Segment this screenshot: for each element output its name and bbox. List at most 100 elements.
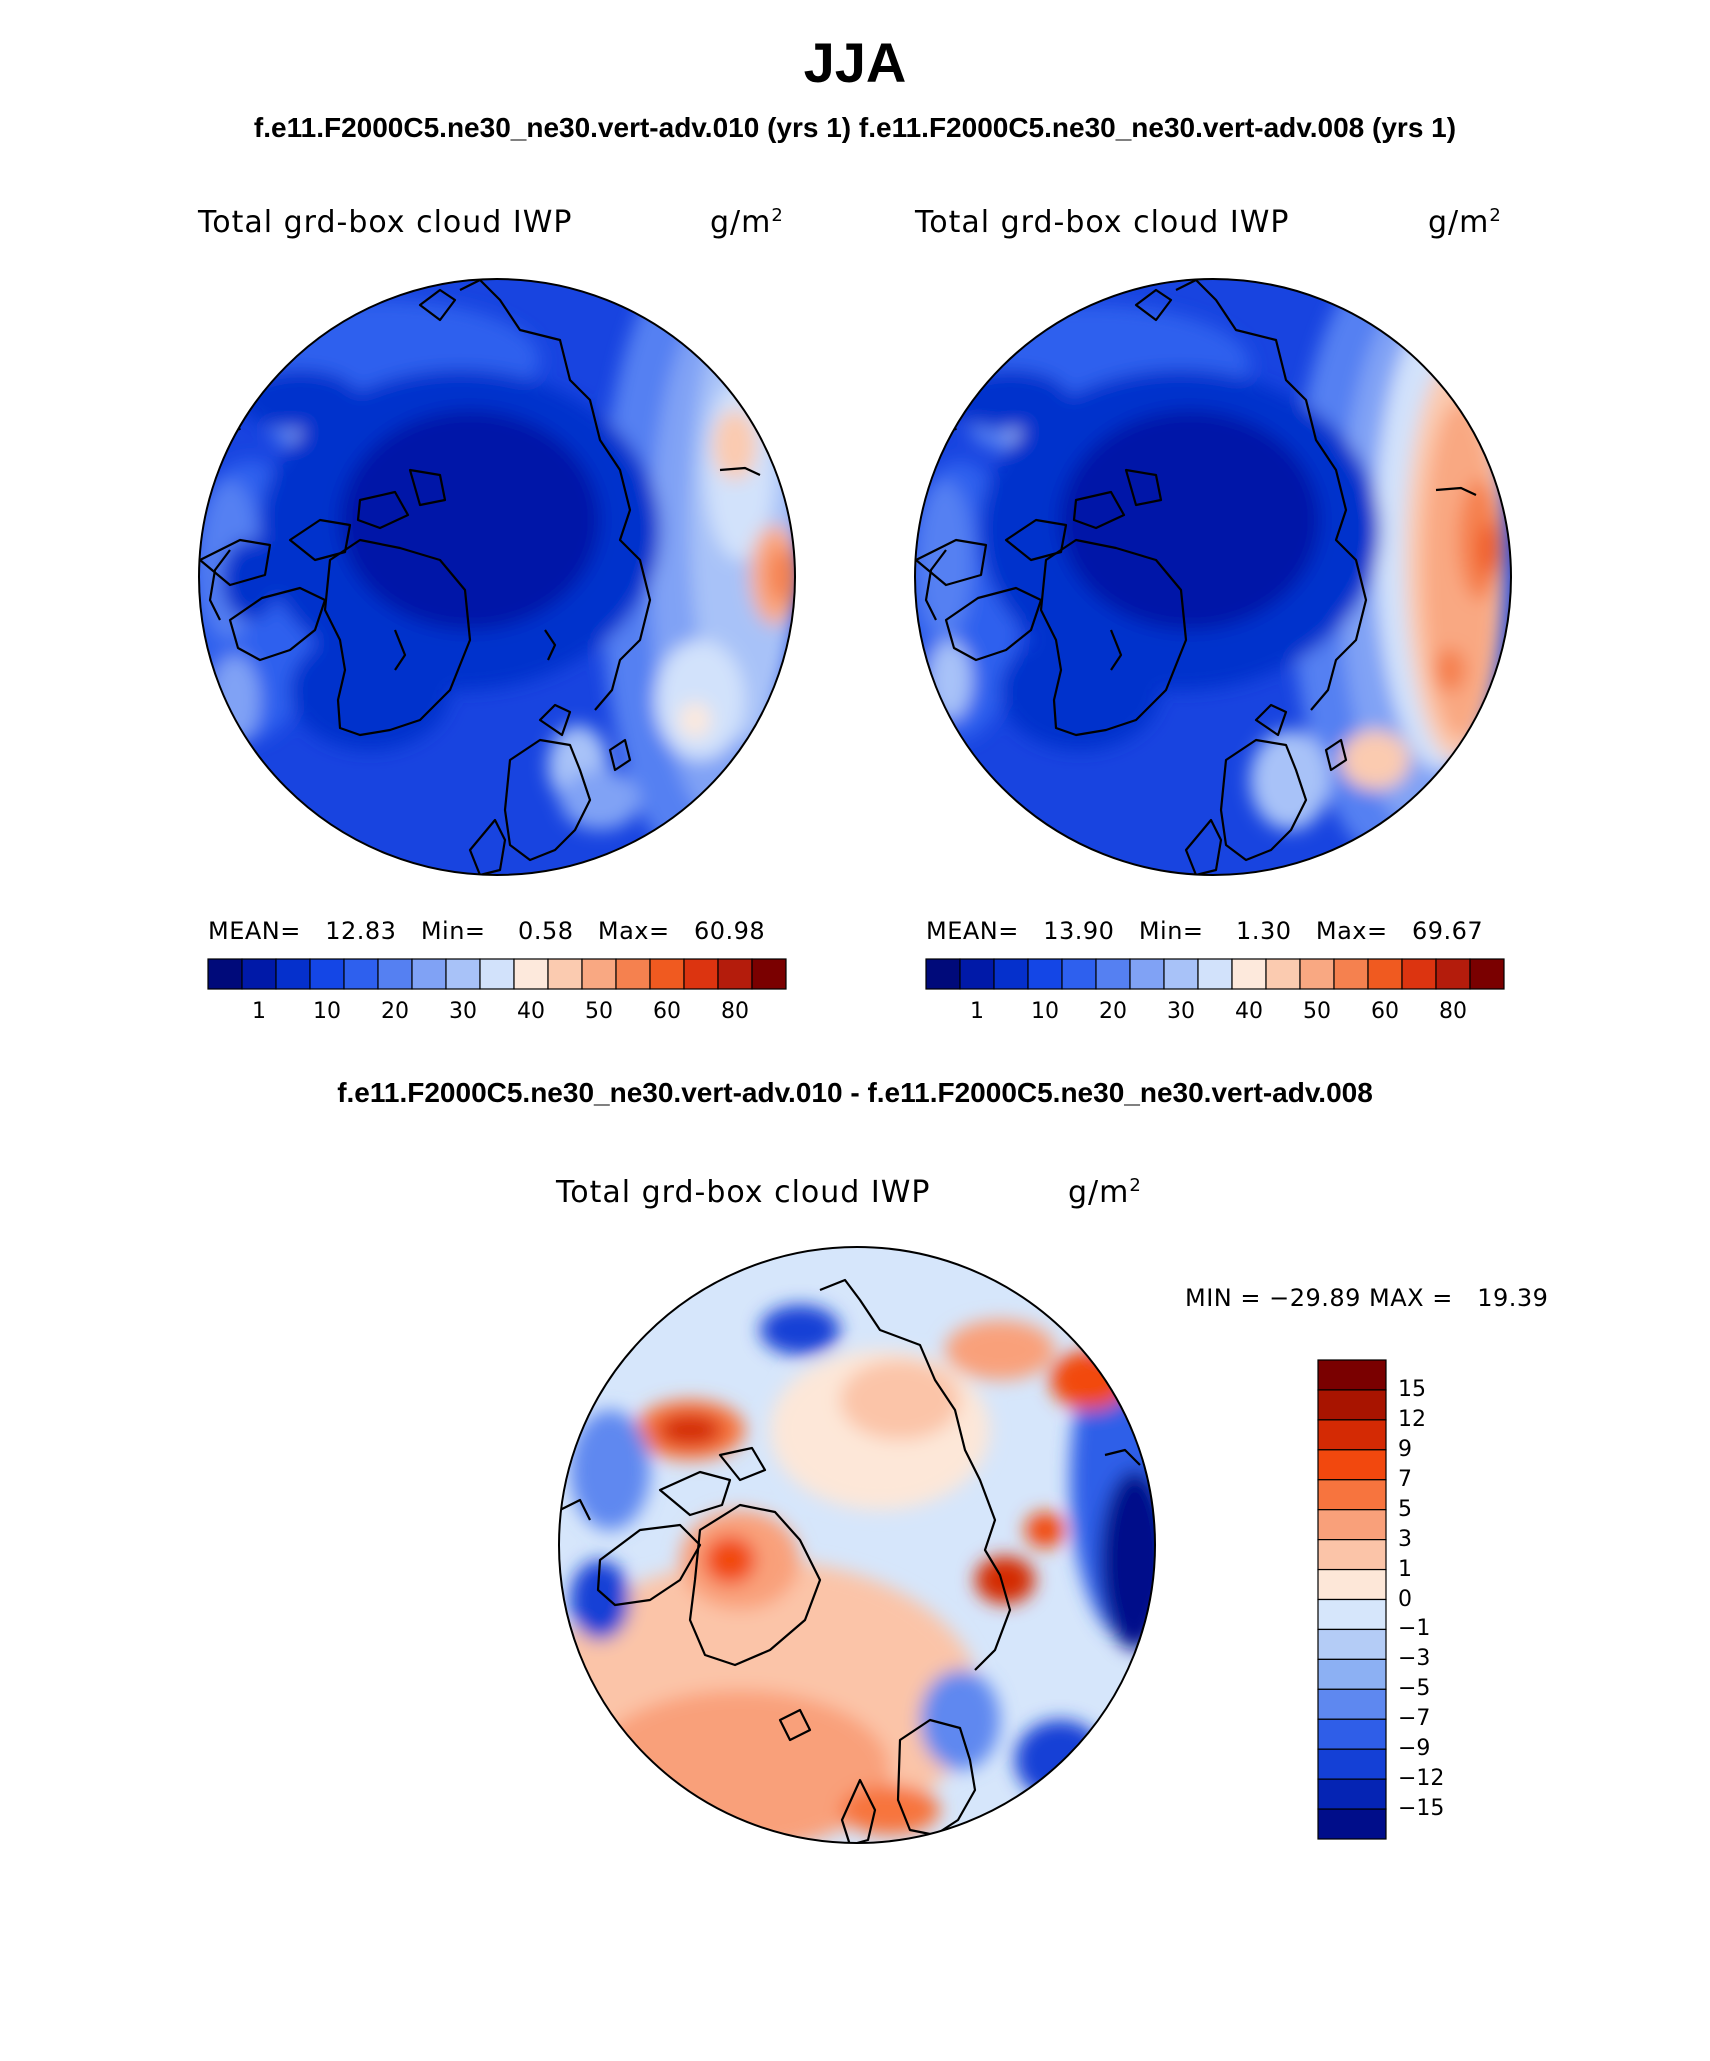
panel2-colorbar-tick-label: 80 (1439, 999, 1467, 1024)
panel1-colorbar-tick-label: 40 (517, 999, 545, 1024)
diff-colorbar-tick-label: 12 (1398, 1406, 1426, 1432)
diff-colorbar-swatch-11 (1317, 1688, 1387, 1720)
panel2-colorbar-tick-label: 10 (1031, 999, 1059, 1024)
panel1-colorbar-tick-label: 50 (585, 999, 613, 1024)
diff-colorbar-tick-label: −7 (1398, 1706, 1431, 1732)
panel2-colorbar-swatch-5 (1095, 958, 1131, 990)
diff-colorbar-tick-label: 1 (1398, 1556, 1412, 1582)
diff-colorbar-swatch-12 (1317, 1718, 1387, 1750)
panel1-colorbar-swatch-13 (649, 958, 685, 990)
diff-panel-stats: MIN = −29.89 MAX = 19.39 (1185, 1284, 1549, 1312)
diff-colorbar-tick-label: −3 (1398, 1646, 1431, 1672)
panel1-colorbar-swatch-6 (411, 958, 447, 990)
diff-colorbar-tick-label: 3 (1398, 1526, 1412, 1552)
diff-colorbar-tick-label: −1 (1398, 1616, 1431, 1642)
page-title: JJA (803, 31, 907, 94)
panel2-colorbar-tick-label: 30 (1167, 999, 1195, 1024)
diff-colorbar-tick-label: 7 (1398, 1466, 1412, 1492)
panel2-colorbar-tick-label: 60 (1371, 999, 1399, 1024)
panel2-stats: MEAN= 13.90 Min= 1.30 Max= 69.67 (926, 917, 1484, 945)
comparison-subtitle: f.e11.F2000C5.ne30_ne30.vert-adv.010 (yr… (253, 112, 1457, 143)
panel1-colorbar-swatch-7 (445, 958, 481, 990)
panel2-colorbar-swatch-1 (959, 958, 995, 990)
panel2-colorbar-swatch-0 (925, 958, 961, 990)
panel2-colorbar-swatch-13 (1367, 958, 1403, 990)
panel2-colorbar-swatch-12 (1333, 958, 1369, 990)
panel2-units: g/m2 (1428, 205, 1502, 240)
diff-colorbar-tick-label: −9 (1398, 1736, 1431, 1762)
panel2-colorbar (925, 958, 1505, 990)
diff-panel-title: Total grd-box cloud IWP (556, 1175, 931, 1210)
panel1-colorbar-swatch-1 (241, 958, 277, 990)
panel1-colorbar-swatch-10 (547, 958, 583, 990)
diff-colorbar-swatch-8 (1317, 1598, 1387, 1631)
panel2-colorbar-swatch-14 (1401, 958, 1437, 990)
panel2-colorbar-swatch-4 (1061, 958, 1097, 990)
map-panel1 (198, 278, 796, 876)
panel1-colorbar-swatch-9 (513, 958, 549, 990)
diff-colorbar-tick-label: −12 (1398, 1766, 1445, 1792)
panel2-colorbar-swatch-9 (1231, 958, 1267, 990)
panel1-colorbar-tick-label: 10 (313, 999, 341, 1024)
diff-colorbar-swatch-9 (1317, 1628, 1387, 1660)
diff-colorbar-tick-label: −15 (1398, 1796, 1445, 1822)
panel2-colorbar-swatch-2 (993, 958, 1029, 990)
panel1-colorbar-tick-label: 60 (653, 999, 681, 1024)
diff-colorbar-tick-label: 15 (1398, 1376, 1426, 1402)
diff-colorbar-swatch-13 (1317, 1748, 1387, 1780)
diff-colorbar-swatch-0 (1317, 1359, 1387, 1391)
diff-colorbar-swatch-1 (1317, 1389, 1387, 1421)
diff-colorbar (1317, 1359, 1387, 1840)
panel2-colorbar-tick-label: 20 (1099, 999, 1127, 1024)
diff-colorbar-swatch-3 (1317, 1449, 1387, 1481)
panel1-colorbar-swatch-14 (683, 958, 719, 990)
diff-colorbar-tick-label: 0 (1398, 1586, 1412, 1612)
panel1-colorbar-swatch-8 (479, 958, 515, 990)
diff-colorbar-tick-label: −5 (1398, 1676, 1431, 1702)
panel2-colorbar-swatch-8 (1197, 958, 1233, 990)
diff-colorbar-swatch-10 (1317, 1658, 1387, 1690)
diff-colorbar-swatch-5 (1317, 1509, 1387, 1541)
diff-colorbar-swatch-6 (1317, 1539, 1387, 1571)
panel1-colorbar-swatch-16 (751, 958, 787, 990)
panel2-colorbar-tick-label: 50 (1303, 999, 1331, 1024)
panel2-colorbar-swatch-3 (1027, 958, 1063, 990)
panel2-colorbar-swatch-6 (1129, 958, 1165, 990)
panel1-colorbar-swatch-15 (717, 958, 753, 990)
panel1-title: Total grd-box cloud IWP (198, 205, 573, 240)
panel1-colorbar-swatch-5 (377, 958, 413, 990)
map-difference (558, 1246, 1156, 1844)
panel1-colorbar-tick-label: 1 (252, 999, 266, 1024)
diff-panel-units: g/m2 (1068, 1175, 1142, 1210)
panel2-title: Total grd-box cloud IWP (915, 205, 1290, 240)
panel1-colorbar-swatch-2 (275, 958, 311, 990)
panel2-colorbar-swatch-10 (1265, 958, 1301, 990)
panel2-colorbar-swatch-11 (1299, 958, 1335, 990)
diff-colorbar-swatch-2 (1317, 1419, 1387, 1451)
diff-colorbar-swatch-14 (1317, 1778, 1387, 1810)
panel2-colorbar-tick-label: 1 (970, 999, 984, 1024)
panel1-colorbar-swatch-0 (207, 958, 243, 990)
difference-title: f.e11.F2000C5.ne30_ne30.vert-adv.010 - f… (337, 1077, 1373, 1108)
panel2-colorbar-tick-label: 40 (1235, 999, 1263, 1024)
panel2-colorbar-swatch-15 (1435, 958, 1471, 990)
diff-colorbar-tick-label: 9 (1398, 1436, 1412, 1462)
map-panel2 (914, 278, 1512, 876)
diff-colorbar-swatch-4 (1317, 1479, 1387, 1511)
panel1-units: g/m2 (710, 205, 784, 240)
panel1-stats: MEAN= 12.83 Min= 0.58 Max= 60.98 (208, 917, 766, 945)
panel1-colorbar-tick-label: 20 (381, 999, 409, 1024)
panel1-colorbar-swatch-12 (615, 958, 651, 990)
panel1-colorbar-tick-label: 80 (721, 999, 749, 1024)
diff-colorbar-swatch-15 (1317, 1808, 1387, 1840)
diff-colorbar-swatch-7 (1317, 1568, 1387, 1601)
panel1-colorbar-tick-label: 30 (449, 999, 477, 1024)
panel1-colorbar-swatch-11 (581, 958, 617, 990)
panel1-colorbar (207, 958, 787, 990)
panel1-colorbar-swatch-4 (343, 958, 379, 990)
diff-colorbar-tick-label: 5 (1398, 1496, 1412, 1522)
panel2-colorbar-swatch-7 (1163, 958, 1199, 990)
panel1-colorbar-swatch-3 (309, 958, 345, 990)
panel2-colorbar-swatch-16 (1469, 958, 1505, 990)
